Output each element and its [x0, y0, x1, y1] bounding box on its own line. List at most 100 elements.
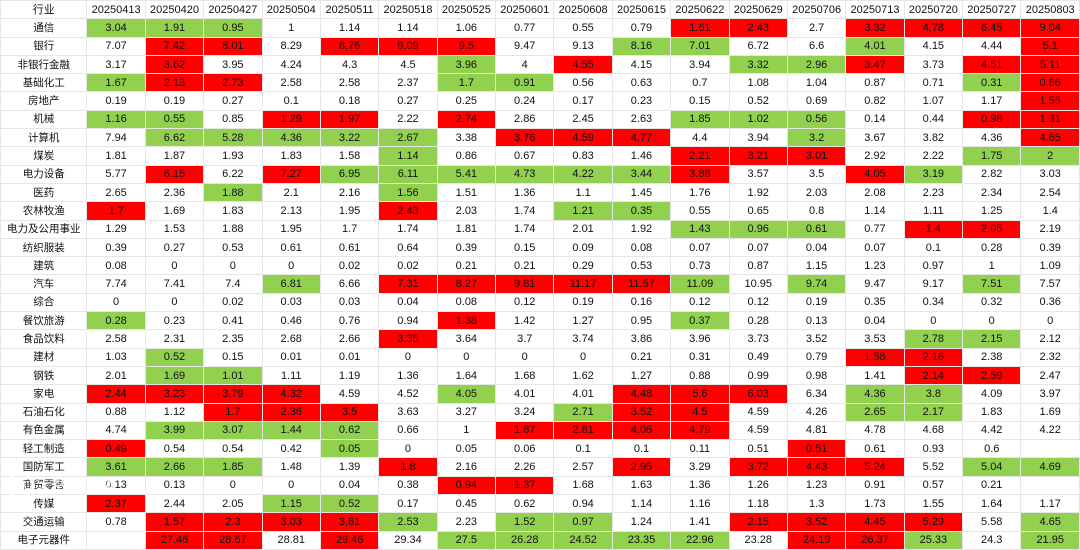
value-cell[interactable]: 1.16: [86, 109, 146, 130]
value-cell[interactable]: 3.27: [436, 402, 497, 422]
header-date[interactable]: 20250413: [86, 0, 146, 20]
value-cell[interactable]: 0.79: [611, 18, 672, 38]
value-cell[interactable]: 3.17: [86, 54, 146, 75]
value-cell[interactable]: 0.39: [86, 237, 146, 258]
value-cell[interactable]: 0.28: [728, 311, 788, 331]
value-cell[interactable]: 0.87: [728, 256, 788, 276]
value-cell[interactable]: 2.08: [845, 182, 905, 203]
value-cell[interactable]: 0.08: [611, 237, 672, 258]
value-cell[interactable]: 0: [203, 475, 263, 496]
value-cell[interactable]: 1.76: [670, 182, 730, 203]
value-cell[interactable]: 0.46: [261, 311, 321, 331]
value-cell[interactable]: 1.45: [611, 182, 672, 203]
value-cell[interactable]: 0.02: [203, 292, 263, 313]
value-cell[interactable]: 7.41: [144, 274, 205, 294]
value-cell[interactable]: 1.4: [1020, 201, 1080, 221]
value-cell[interactable]: 2.03: [786, 182, 847, 203]
value-cell[interactable]: 0.13: [86, 475, 146, 496]
value-cell[interactable]: 1.87: [495, 420, 555, 441]
value-cell[interactable]: 5.77: [86, 164, 146, 184]
value-cell[interactable]: 3.47: [845, 54, 905, 75]
value-cell[interactable]: 2.43: [378, 201, 438, 221]
value-cell[interactable]: 4.15: [611, 54, 672, 75]
value-cell[interactable]: 0.1: [903, 237, 964, 258]
value-cell[interactable]: 0: [436, 347, 497, 367]
value-cell[interactable]: 1.46: [611, 146, 672, 166]
value-cell[interactable]: 0.98: [786, 365, 847, 386]
value-cell[interactable]: 0.07: [728, 237, 788, 258]
value-cell[interactable]: 4.79: [670, 420, 730, 441]
value-cell[interactable]: 0.42: [261, 439, 321, 459]
value-cell[interactable]: 0.78: [86, 512, 146, 532]
value-cell[interactable]: 6.72: [728, 36, 788, 56]
value-cell[interactable]: 0.73: [670, 256, 730, 276]
value-cell[interactable]: 4.26: [786, 402, 847, 422]
value-cell[interactable]: 1.58: [319, 146, 380, 166]
value-cell[interactable]: 27.5: [436, 530, 497, 550]
value-cell[interactable]: 1.74: [378, 219, 438, 239]
value-cell[interactable]: 3.73: [728, 329, 788, 349]
value-cell[interactable]: 1.92: [728, 182, 788, 203]
value-cell[interactable]: 2.23: [436, 512, 497, 532]
value-cell[interactable]: 2.53: [378, 512, 438, 532]
value-cell[interactable]: 3.61: [86, 457, 146, 477]
value-cell[interactable]: 1.38: [436, 311, 497, 331]
value-cell[interactable]: 0.77: [845, 219, 905, 239]
value-cell[interactable]: 4.59: [319, 384, 380, 404]
value-cell[interactable]: 9.17: [903, 274, 964, 294]
value-cell[interactable]: 3.8: [903, 384, 964, 404]
value-cell[interactable]: 3.07: [203, 420, 263, 441]
row-label[interactable]: 银行: [0, 36, 88, 56]
value-cell[interactable]: 4.22: [553, 164, 613, 184]
value-cell[interactable]: 1.21: [553, 201, 613, 221]
value-cell[interactable]: 0.44: [903, 109, 964, 130]
row-label[interactable]: 电力设备: [0, 164, 88, 184]
value-cell[interactable]: 26.28: [495, 530, 555, 550]
value-cell[interactable]: 0.55: [144, 109, 205, 130]
value-cell[interactable]: 3.79: [203, 384, 263, 404]
value-cell[interactable]: 2.19: [1020, 219, 1080, 239]
value-cell[interactable]: [86, 530, 146, 550]
value-cell[interactable]: 3.57: [728, 164, 788, 184]
value-cell[interactable]: 2.74: [436, 109, 497, 130]
value-cell[interactable]: 0.1: [611, 439, 672, 459]
value-cell[interactable]: 0.04: [378, 292, 438, 313]
value-cell[interactable]: 4.01: [495, 384, 555, 404]
value-cell[interactable]: 6.15: [144, 164, 205, 184]
value-cell[interactable]: 0.88: [86, 402, 146, 422]
value-cell[interactable]: 0.01: [261, 347, 321, 367]
value-cell[interactable]: 0: [86, 292, 146, 313]
value-cell[interactable]: 1.11: [261, 365, 321, 386]
value-cell[interactable]: 2.82: [962, 164, 1022, 184]
value-cell[interactable]: 0.31: [670, 347, 730, 367]
value-cell[interactable]: 2.01: [86, 365, 146, 386]
value-cell[interactable]: 1.43: [670, 219, 730, 239]
value-cell[interactable]: 24.19: [786, 530, 847, 550]
value-cell[interactable]: 3.96: [670, 329, 730, 349]
value-cell[interactable]: 6.03: [728, 384, 788, 404]
value-cell[interactable]: 7.01: [670, 36, 730, 56]
value-cell[interactable]: 29.34: [378, 530, 438, 550]
value-cell[interactable]: 0.97: [903, 256, 964, 276]
value-cell[interactable]: 0.95: [203, 18, 263, 38]
value-cell[interactable]: 2.38: [962, 347, 1022, 367]
row-label[interactable]: 通信: [0, 18, 88, 38]
value-cell[interactable]: 4.15: [903, 36, 964, 56]
header-date[interactable]: 20250427: [203, 0, 263, 20]
header-date[interactable]: 20250727: [962, 0, 1022, 20]
value-cell[interactable]: 0: [261, 475, 321, 496]
row-label[interactable]: 有色金属: [0, 420, 88, 441]
value-cell[interactable]: 3.64: [436, 329, 497, 349]
value-cell[interactable]: 1.14: [378, 146, 438, 166]
value-cell[interactable]: 5.6: [670, 384, 730, 404]
value-cell[interactable]: 0.51: [786, 439, 847, 459]
value-cell[interactable]: 3.5: [319, 402, 380, 422]
value-cell[interactable]: 4.81: [786, 420, 847, 441]
value-cell[interactable]: 2.58: [86, 329, 146, 349]
value-cell[interactable]: 3.94: [670, 54, 730, 75]
value-cell[interactable]: 0.02: [319, 256, 380, 276]
value-cell[interactable]: 2: [1020, 146, 1080, 166]
value-cell[interactable]: 24.3: [962, 530, 1022, 550]
value-cell[interactable]: 3.96: [436, 54, 497, 75]
value-cell[interactable]: 2.47: [1020, 365, 1080, 386]
